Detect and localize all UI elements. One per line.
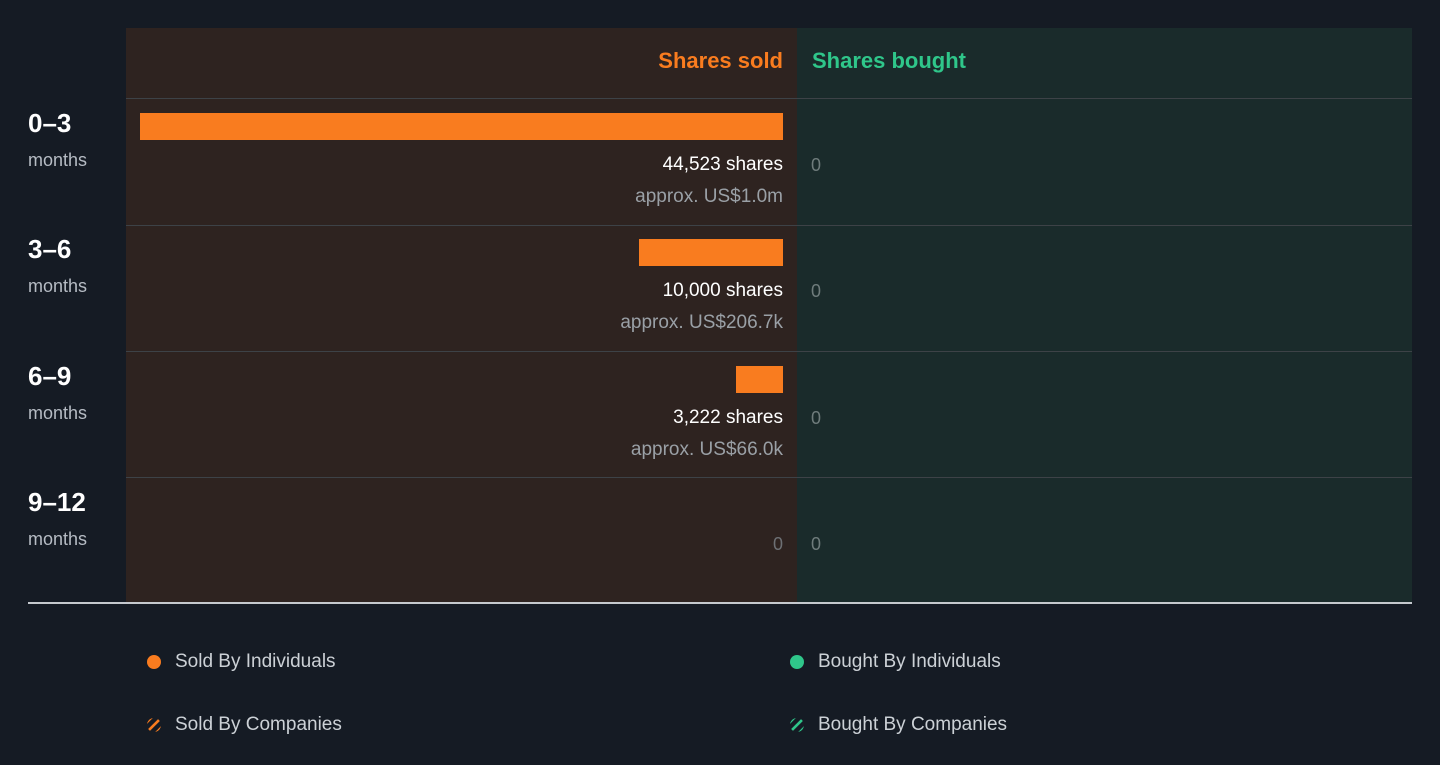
bought-value-label: 0: [811, 534, 822, 554]
legend-label: Sold By Individuals: [175, 651, 336, 672]
period-label-6-9: 6–9 months: [28, 361, 87, 425]
legend-label: Bought By Companies: [818, 714, 1008, 735]
sold-shares-label: 10,000 shares: [662, 280, 783, 301]
row-separator: [126, 225, 1412, 226]
row-separator: [126, 351, 1412, 352]
period-label-9-12: 9–12 months: [28, 487, 87, 551]
period-label-3-6: 3–6 months: [28, 234, 87, 298]
sold-bar-0-3: [140, 113, 783, 140]
sold-value-label: approx. US$66.0k: [630, 439, 783, 460]
shares-sold-header: Shares sold: [658, 48, 783, 73]
sold-shares-label: 3,222 shares: [673, 407, 783, 428]
green-dot-icon: [790, 655, 804, 669]
sold-bar-3-6: [639, 239, 783, 266]
shares-bought-header: Shares bought: [812, 48, 967, 73]
period-label-0-3: 0–3 months: [28, 108, 87, 172]
period-range: 0–3: [28, 108, 72, 138]
bottom-axis-line: [28, 602, 1412, 604]
period-unit: months: [28, 276, 88, 296]
shares-bought-panel: [797, 28, 1412, 602]
row-separator: [126, 477, 1412, 478]
period-unit: months: [28, 403, 88, 423]
period-range: 3–6: [28, 234, 72, 264]
orange-dot-icon: [147, 655, 161, 669]
orange-hatched-circle-icon: [147, 718, 161, 732]
row-separator: [126, 98, 1412, 99]
period-unit: months: [28, 529, 88, 549]
bought-value-label: 0: [811, 281, 822, 301]
legend-label: Sold By Companies: [175, 714, 342, 735]
sold-value-label: approx. US$206.7k: [620, 312, 783, 333]
sold-shares-label: 44,523 shares: [662, 154, 783, 175]
bought-value-label: 0: [811, 155, 822, 175]
period-range: 9–12: [28, 487, 86, 517]
green-hatched-circle-icon: [790, 718, 804, 732]
period-unit: months: [28, 150, 88, 170]
sold-value-label: 0: [772, 534, 783, 554]
legend-label: Bought By Individuals: [818, 651, 1001, 672]
period-range: 6–9: [28, 361, 72, 391]
sold-value-label: approx. US$1.0m: [635, 186, 783, 207]
bought-value-label: 0: [811, 408, 822, 428]
sold-bar-6-9: [736, 366, 783, 393]
